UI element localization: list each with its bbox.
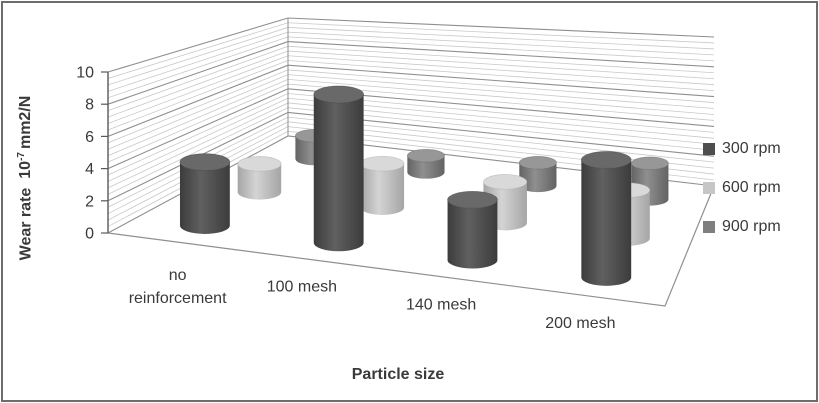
cylinder-300rpm-140-mesh [447, 190, 498, 269]
y-tick-label: 0 [85, 226, 94, 243]
wall-gridlines [107, 17, 715, 234]
y-axis-title-base: 10 [17, 160, 35, 179]
legend-swatch-600rpm [703, 182, 715, 194]
y-axis: 0 2 4 6 8 10 [76, 65, 109, 243]
y-axis-title-exponent: -7 [16, 152, 27, 161]
y-axis-title: Wear rate 10-7 mm2/N [16, 47, 38, 309]
x-category-label: 200 mesh [545, 315, 615, 332]
y-tick-label: 4 [85, 161, 94, 178]
cylinder-900rpm-100-mesh [407, 148, 445, 179]
legend-label-600rpm: 600 rpm [722, 179, 781, 196]
y-tick-label: 10 [76, 65, 94, 82]
legend-swatch-300rpm [703, 143, 715, 155]
legend-item-300rpm: 300 rpm [703, 137, 781, 161]
cylinder-300rpm-200-mesh [581, 151, 632, 286]
cylinder-300rpm-no-reinforcement [179, 153, 231, 234]
x-category-labels: no reinforcement 100 mesh 140 mesh 200 mesh [129, 267, 616, 332]
cylinder-600rpm-100-mesh [360, 155, 405, 215]
x-category-label: reinforcement [129, 290, 227, 307]
cylinder-900rpm-140-mesh [518, 156, 557, 193]
cylinders [179, 85, 669, 286]
legend-item-900rpm: 900 rpm [703, 215, 781, 239]
legend-label-900rpm: 900 rpm [722, 218, 781, 235]
y-tick-label: 6 [85, 129, 94, 146]
y-axis-title-text: Wear rate [17, 187, 35, 261]
y-tick-label: 8 [85, 97, 94, 114]
x-category-label: 140 mesh [406, 297, 476, 314]
y-tick-label: 2 [85, 193, 94, 210]
x-category-label: no [169, 267, 187, 284]
legend-swatch-900rpm [703, 221, 715, 233]
x-category-label: 100 mesh [267, 278, 337, 295]
legend-label-300rpm: 300 rpm [722, 140, 781, 157]
chart-legend: 300 rpm 600 rpm 900 rpm [703, 137, 781, 239]
cylinder-300rpm-100-mesh [313, 85, 364, 252]
legend-item-600rpm: 600 rpm [703, 176, 781, 200]
cylinder-600rpm-no-reinforcement [237, 156, 282, 200]
x-axis-title: Particle size [351, 366, 445, 383]
y-axis-title-unit: mm2/N [17, 95, 35, 150]
